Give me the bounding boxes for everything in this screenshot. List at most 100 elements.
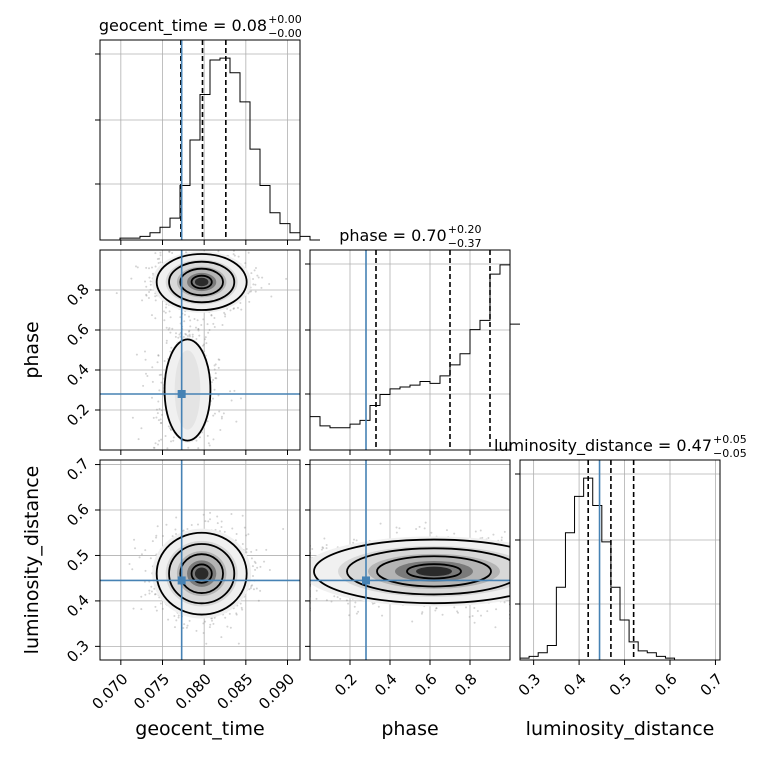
- sample-point: [256, 566, 259, 569]
- sample-point: [250, 585, 253, 588]
- sample-point: [148, 589, 151, 592]
- sample-point: [157, 419, 160, 422]
- sample-point: [202, 622, 205, 625]
- sample-point: [154, 442, 157, 445]
- sample-point: [424, 521, 427, 524]
- sample-point: [232, 307, 235, 310]
- sample-point: [212, 228, 214, 230]
- sample-point: [170, 346, 173, 349]
- sample-point: [270, 295, 273, 298]
- joint-geocent_time-luminosity_distance-density: [128, 511, 285, 645]
- contour-line: [155, 531, 248, 616]
- sample-point: [188, 619, 191, 622]
- sample-point: [252, 283, 255, 286]
- sample-point: [158, 439, 161, 442]
- sample-point: [395, 526, 398, 529]
- sample-point: [209, 511, 212, 514]
- sample-point: [323, 537, 326, 540]
- sample-point: [164, 435, 167, 438]
- sample-point: [197, 329, 200, 332]
- sample-point: [153, 593, 156, 596]
- sample-point: [205, 247, 207, 249]
- density-level: [416, 566, 452, 577]
- sample-point: [200, 324, 203, 327]
- sample-point: [233, 389, 236, 392]
- sample-point: [140, 608, 143, 611]
- sample-point: [159, 254, 162, 257]
- title-luminosity_distance: luminosity_distance = 0.47 +0.05−0.05: [494, 433, 747, 460]
- sample-point: [254, 283, 257, 286]
- sample-point: [135, 265, 138, 268]
- x-axis-label-geocent_time: geocent_time: [135, 718, 264, 740]
- sample-point: [156, 361, 159, 364]
- sample-point: [213, 388, 216, 391]
- sample-point: [152, 416, 155, 419]
- sample-point: [159, 261, 162, 264]
- sample-point: [211, 451, 213, 453]
- sample-point: [187, 330, 190, 333]
- sample-point: [175, 619, 178, 622]
- sample-point: [339, 597, 342, 600]
- sample-point: [140, 553, 143, 556]
- sample-point: [140, 595, 143, 598]
- sample-point: [151, 266, 154, 269]
- tick-label-geocent_time: 0.080: [172, 670, 215, 713]
- sample-point: [434, 609, 437, 612]
- sample-point: [325, 599, 328, 602]
- truth-marker: [177, 576, 186, 585]
- sample-point: [165, 339, 168, 342]
- tick-label-phase: 0.2: [331, 670, 361, 700]
- contour-line: [179, 553, 224, 594]
- sample-point: [166, 447, 169, 450]
- sample-point: [199, 453, 201, 455]
- sample-point: [131, 568, 134, 571]
- sample-point: [411, 620, 414, 623]
- sample-point: [155, 534, 158, 537]
- sample-point: [235, 613, 238, 616]
- sample-point: [257, 599, 260, 602]
- title-sub-luminosity_distance: −0.05: [713, 447, 747, 460]
- sample-point: [186, 334, 189, 337]
- sample-point: [471, 614, 474, 617]
- sample-point: [182, 627, 185, 630]
- sample-point: [150, 314, 153, 317]
- sample-point: [240, 606, 243, 609]
- sample-point: [115, 292, 118, 295]
- sample-point: [241, 514, 244, 517]
- truth-marker: [362, 576, 370, 585]
- sample-point: [195, 629, 198, 632]
- sample-point: [251, 584, 254, 587]
- sample-point: [164, 311, 167, 314]
- title-text-luminosity_distance: luminosity_distance = 0.47: [494, 436, 712, 456]
- sample-point: [228, 475, 230, 477]
- sample-point: [206, 457, 208, 459]
- tick-label-phase: 0.6: [63, 320, 93, 350]
- tick-label-luminosity_distance: 0.3: [515, 670, 545, 700]
- sample-point: [347, 602, 350, 605]
- sample-point: [131, 416, 134, 419]
- contour-line: [346, 547, 510, 596]
- sample-point: [207, 331, 210, 334]
- sample-point: [345, 599, 348, 602]
- sample-point: [149, 557, 152, 560]
- sample-point: [210, 617, 213, 620]
- sample-point: [152, 446, 155, 449]
- sample-point: [130, 277, 133, 280]
- sample-point: [148, 592, 151, 595]
- sample-point: [158, 389, 161, 392]
- contour-line: [163, 338, 212, 442]
- sample-point: [237, 255, 240, 258]
- sample-point: [224, 616, 227, 619]
- sample-point: [163, 359, 166, 362]
- sample-point: [205, 642, 208, 645]
- sample-point: [202, 513, 205, 516]
- sample-point: [165, 326, 168, 329]
- sample-point: [176, 461, 178, 463]
- sample-point: [230, 456, 232, 458]
- sample-point: [209, 518, 212, 521]
- sample-point: [191, 333, 194, 336]
- sample-point: [224, 313, 227, 316]
- x-axis-label-luminosity_distance: luminosity_distance: [526, 718, 715, 740]
- hist-luminosity_distance-frame: [519, 459, 721, 661]
- sample-point: [218, 358, 221, 361]
